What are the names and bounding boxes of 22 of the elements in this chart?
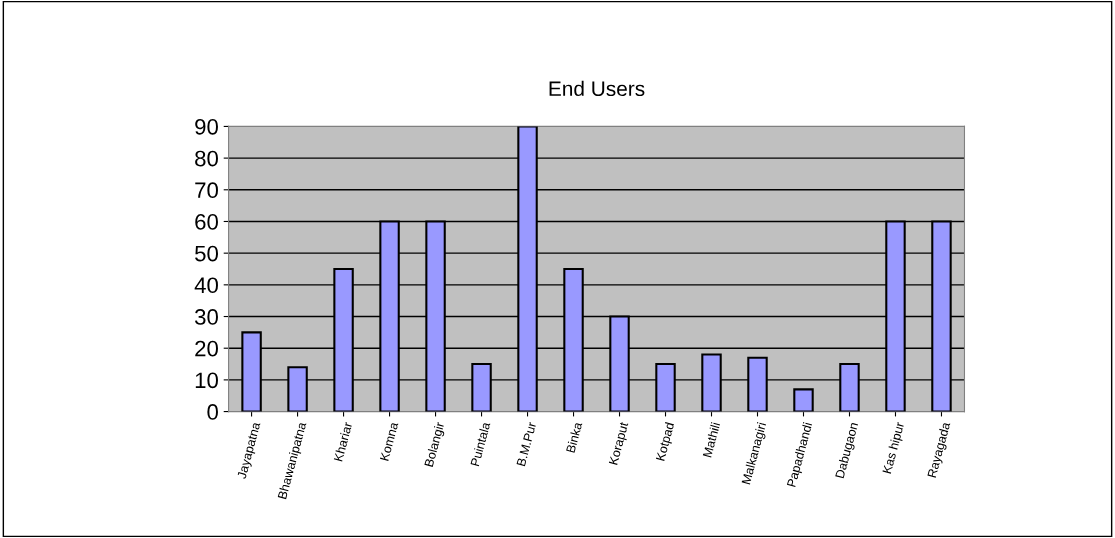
y-tick-label: 30 <box>194 309 218 325</box>
x-tick-label: Mathili <box>702 422 721 458</box>
y-tick-label: 90 <box>195 118 218 135</box>
y-tick-label: 20 <box>195 340 218 357</box>
x-tick-label: Kotpad <box>655 422 677 462</box>
x-tick-label: Kas hipur <box>882 421 907 475</box>
x-tick-label: Binka <box>565 421 583 453</box>
x-tick-label: Khariar <box>333 421 353 462</box>
x-tick-label: Koraput <box>608 421 631 466</box>
y-tick-label: 70 <box>195 182 218 199</box>
y-tick-label: 60 <box>195 214 218 230</box>
chart-title: End Users <box>549 80 645 97</box>
y-tick-label: 0 <box>207 404 218 420</box>
y-tick-label: 80 <box>195 150 218 167</box>
y-tick-label: 40 <box>194 277 218 294</box>
x-tick-label: B.M.Pur <box>516 421 537 467</box>
y-tick-label: 50 <box>195 245 218 262</box>
bar <box>793 388 814 412</box>
x-tick-label: Puintala <box>470 421 491 467</box>
y-tick-label: 10 <box>195 372 218 389</box>
x-tick-label: Komna <box>380 421 399 461</box>
x-tick-label: Bolangir <box>423 421 447 468</box>
